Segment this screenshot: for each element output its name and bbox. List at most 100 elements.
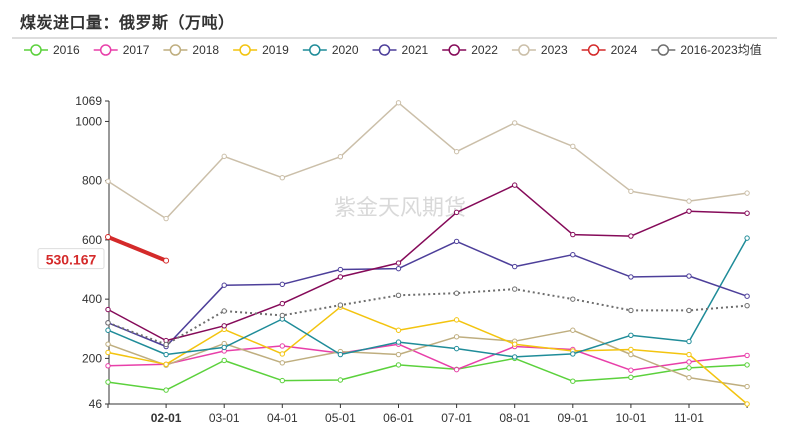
series-2016 xyxy=(105,355,750,393)
x-tick-label: 07-01 xyxy=(441,411,472,425)
data-point xyxy=(744,293,750,299)
data-point xyxy=(395,265,402,272)
data-point xyxy=(686,374,692,381)
legend-item-2016-2023均值: 2016-2023均值 xyxy=(651,42,762,57)
data-point xyxy=(744,302,750,309)
x-tick-label: 10-01 xyxy=(616,411,647,425)
data-point xyxy=(105,320,111,326)
data-point xyxy=(337,302,344,308)
legend-label: 2019 xyxy=(262,43,289,57)
data-point xyxy=(337,351,344,358)
series-2017 xyxy=(105,341,750,373)
data-point xyxy=(105,341,111,347)
data-point xyxy=(453,238,460,245)
data-point xyxy=(105,306,111,313)
data-point xyxy=(686,273,692,279)
data-point xyxy=(163,257,170,264)
data-point xyxy=(628,332,634,338)
data-point xyxy=(105,178,111,184)
data-point xyxy=(337,153,344,160)
legend-swatch-marker xyxy=(518,44,530,56)
data-point xyxy=(686,307,692,314)
data-point xyxy=(512,354,518,360)
legend-swatch-marker xyxy=(169,44,182,56)
legend-swatch-marker xyxy=(309,44,321,56)
data-point xyxy=(744,362,750,368)
data-point xyxy=(395,327,402,333)
y-tick-label: 1069 xyxy=(75,94,102,108)
series-line xyxy=(107,306,748,405)
data-point xyxy=(163,387,169,393)
x-tick-label: 05-01 xyxy=(325,411,356,425)
legend-label: 2017 xyxy=(123,43,150,57)
legend-label: 2024 xyxy=(611,43,638,57)
data-point xyxy=(512,263,518,270)
data-point xyxy=(395,292,402,298)
data-point xyxy=(395,100,402,106)
data-point xyxy=(105,363,111,369)
data-point xyxy=(337,377,344,383)
y-tick-label: 46 xyxy=(89,397,103,411)
data-point xyxy=(105,349,111,356)
series-2021 xyxy=(105,238,750,350)
data-point xyxy=(628,233,634,239)
data-point xyxy=(279,360,285,366)
data-point xyxy=(279,351,285,357)
legend-label: 2021 xyxy=(402,43,429,57)
data-point xyxy=(453,148,460,155)
series-line xyxy=(107,357,748,391)
y-tick-label: 200 xyxy=(82,351,102,365)
data-point xyxy=(628,374,634,381)
data-point xyxy=(570,351,576,357)
data-point xyxy=(395,260,402,266)
legend-item-2022: 2022 xyxy=(442,43,498,57)
series-line xyxy=(107,288,748,346)
data-point xyxy=(570,143,576,150)
data-point xyxy=(744,352,750,359)
data-point xyxy=(628,351,634,358)
data-point xyxy=(279,377,285,384)
value-annotation: 530.167 xyxy=(37,248,105,270)
data-point xyxy=(163,351,169,358)
data-point xyxy=(453,290,460,296)
data-point xyxy=(163,215,169,222)
legend-item-2024: 2024 xyxy=(581,43,638,57)
y-tick-label: 400 xyxy=(82,292,102,306)
data-point xyxy=(570,231,576,238)
data-point xyxy=(221,153,227,160)
data-point xyxy=(453,345,460,352)
data-point xyxy=(744,383,750,390)
legend: 2016 2017 2018 2019 2020 2021 2022 2023 2024 2016… xyxy=(24,42,762,57)
x-tick-label: 09-01 xyxy=(557,411,588,425)
data-point xyxy=(512,120,518,126)
data-point xyxy=(686,365,692,371)
data-point xyxy=(337,274,344,280)
data-point xyxy=(686,208,692,214)
data-point xyxy=(686,338,692,345)
data-point xyxy=(570,252,576,258)
legend-item-2023: 2023 xyxy=(511,43,568,57)
legend-item-2017: 2017 xyxy=(93,43,150,57)
x-tick-label: 06-01 xyxy=(383,411,414,425)
data-point xyxy=(628,346,634,353)
series-line xyxy=(107,343,748,371)
legend-swatch-marker xyxy=(587,44,600,56)
data-point xyxy=(453,334,460,340)
data-point xyxy=(628,188,634,195)
legend-label: 2016 xyxy=(53,43,80,57)
data-point xyxy=(744,190,750,196)
series-line xyxy=(107,102,748,220)
data-point xyxy=(744,210,750,216)
data-point xyxy=(686,351,692,358)
data-point xyxy=(686,198,692,204)
y-tick-label: 800 xyxy=(82,174,102,188)
annotation-label: 530.167 xyxy=(46,252,97,268)
data-point xyxy=(337,266,344,273)
x-tick-label: 11-01 xyxy=(674,411,704,425)
data-point xyxy=(279,175,285,181)
x-tick-label: 04-01 xyxy=(267,411,298,425)
data-point xyxy=(395,351,402,358)
legend-swatch-marker xyxy=(30,44,42,56)
data-point xyxy=(453,209,460,216)
